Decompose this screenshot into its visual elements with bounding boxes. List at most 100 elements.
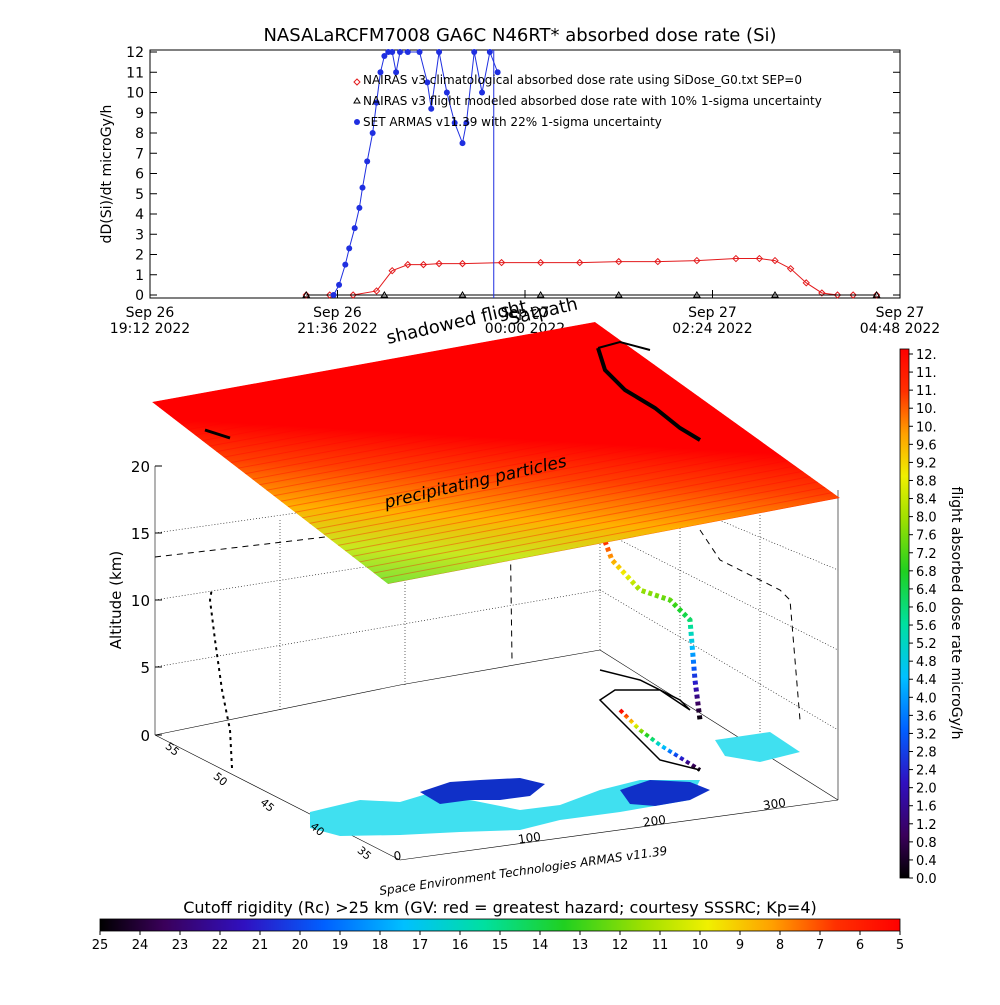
longitude-ticks: 0 100 200 300 (393, 796, 787, 864)
y-tick-label: 8 (135, 126, 144, 142)
dose-cb-label: 0.8 (916, 836, 937, 851)
lon-tick-label: 300 (762, 796, 787, 813)
data-point (755, 254, 764, 263)
z-axis-ticks: 0 5 10 15 20 (131, 458, 162, 745)
y-tick-label: 5 (135, 187, 144, 203)
data-point (494, 69, 501, 76)
data-point (302, 291, 311, 298)
data-point (536, 258, 545, 267)
data-point (451, 119, 458, 126)
legend-entry-nairas-climatological: NAIRAS v3 climatological absorbed dose r… (353, 73, 802, 87)
data-point (459, 140, 466, 147)
data-point (786, 264, 795, 273)
dose-surface-fill (152, 322, 840, 584)
data-point (615, 257, 623, 266)
series-layer (302, 49, 881, 299)
data-point (428, 105, 435, 112)
data-point (435, 259, 443, 268)
dose-cb-label: 7.6 (916, 529, 937, 544)
dose-cb-label: 3.6 (916, 709, 937, 724)
surface-streak (244, 388, 702, 475)
rigidity-cb-label: 21 (252, 938, 269, 953)
surface-streak (387, 495, 840, 584)
legend-entry-nairas-flight: NAIRAS v3 flight modeled absorbed dose r… (353, 94, 822, 108)
z-tick-label: 15 (131, 525, 150, 543)
z-tick-label: 10 (131, 592, 150, 610)
dose-cb-label: 12. (916, 348, 937, 363)
land-cyan-ne (715, 732, 800, 762)
surface-streak (359, 474, 821, 563)
x-tick-time: 19:12 2022 (110, 321, 190, 337)
surface-streak (173, 335, 628, 420)
ground-map (310, 732, 800, 836)
data-point (404, 49, 411, 55)
legend-marker-diamond (353, 78, 361, 86)
track-ground-projection (208, 587, 233, 769)
plot-frame (149, 49, 901, 299)
data-point (732, 254, 740, 263)
surface-streak (309, 436, 769, 524)
y-tick-label: 11 (126, 65, 144, 81)
surface-streak (280, 415, 739, 502)
data-point (802, 279, 810, 287)
track-on-surface-west (204, 428, 231, 440)
y-tick-label: 3 (135, 227, 144, 243)
y-tick-label: 7 (135, 146, 144, 162)
data-point (351, 225, 358, 232)
legend-label: SET ARMAS v11.39 with 22% 1-sigma uncert… (363, 115, 662, 129)
dose-cb-label: 8.0 (916, 511, 937, 526)
rigidity-cb-label: 16 (452, 938, 469, 953)
y-tick-label: 9 (135, 106, 144, 122)
data-point (342, 261, 349, 268)
rigidity-cb-label: 11 (652, 938, 669, 953)
lon-tick-label: 200 (642, 813, 667, 830)
data-point (389, 49, 396, 55)
track-on-surface-tail (597, 340, 651, 351)
data-point (380, 291, 389, 298)
land-dark-blue-east (620, 780, 710, 806)
dose-cb-label: 4.4 (916, 673, 937, 688)
rigidity-cb-label: 24 (132, 938, 149, 953)
data-point (614, 291, 623, 298)
rigidity-cb-label: 18 (372, 938, 389, 953)
data-point (693, 256, 701, 265)
legend: NAIRAS v3 climatological absorbed dose r… (353, 73, 822, 129)
dose-colorbar-gradient (899, 348, 910, 879)
y-tick-label: 12 (126, 45, 144, 61)
rigidity-cb-label: 9 (736, 938, 744, 953)
surface-streak (187, 346, 643, 431)
series-0 (302, 254, 881, 299)
track-shadow (598, 669, 701, 771)
x-tick-time: 04:48 2022 (860, 321, 940, 337)
data-point (369, 130, 376, 136)
dose-cb-label: 6.0 (916, 601, 937, 616)
data-point (372, 287, 381, 295)
legend-label: NAIRAS v3 climatological absorbed dose r… (363, 73, 802, 87)
data-point (443, 89, 450, 96)
data-point (872, 291, 881, 298)
dose-cb-label: 2.0 (916, 782, 937, 797)
surface-streak (259, 399, 717, 486)
data-point (575, 258, 584, 267)
dose-cb-label: 8.8 (916, 474, 937, 489)
surface-streak (344, 463, 806, 552)
data-point (458, 291, 467, 298)
data-point (497, 258, 506, 267)
data-point (654, 257, 662, 266)
x-tick-date: Sep 27 (688, 305, 737, 321)
data-point (458, 259, 467, 268)
flight-3d-plot: shadowed flight Satpath precipitating pa… (107, 294, 840, 898)
track-3d-rainbow (597, 527, 703, 721)
series-line (306, 258, 877, 296)
dose-cb-label: 10. (916, 402, 937, 417)
data-point (359, 184, 366, 191)
credit-label: Space Environment Technologies ARMAS v11… (378, 844, 668, 898)
data-point (356, 204, 363, 211)
data-point (419, 260, 428, 269)
data-point (404, 260, 412, 269)
surface-streak (323, 447, 784, 535)
dose-cb-label: 6.4 (916, 583, 937, 598)
y-tick-label: 2 (135, 248, 144, 264)
data-point (536, 291, 545, 298)
